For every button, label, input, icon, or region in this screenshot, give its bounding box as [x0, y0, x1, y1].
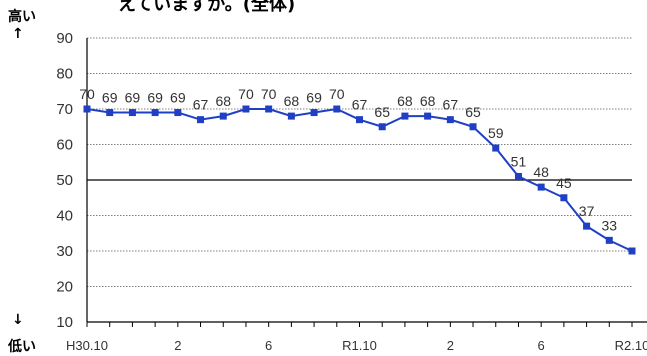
up-arrow-icon: ↑: [12, 26, 24, 42]
data-point: [310, 109, 318, 117]
x-tick-label: 2: [447, 338, 454, 353]
data-point: [356, 116, 363, 124]
data-label: 67: [193, 97, 209, 113]
data-point: [446, 116, 454, 124]
y-tick-label: 90: [56, 30, 73, 47]
data-label: 67: [443, 97, 459, 113]
data-label: 68: [215, 93, 231, 109]
data-point: [287, 112, 295, 120]
data-point: [401, 112, 409, 120]
data-label: 51: [511, 153, 527, 169]
data-point: [106, 109, 114, 117]
data-label: 37: [579, 203, 595, 219]
data-point: [219, 112, 227, 120]
y-tick-label: 20: [56, 279, 73, 296]
data-label: 70: [238, 86, 254, 102]
data-point: [197, 116, 205, 124]
y-high-label: 高い: [8, 9, 36, 25]
y-tick-label: 80: [56, 66, 73, 83]
data-point: [128, 109, 136, 117]
data-point: [469, 123, 477, 131]
x-tick-label: 6: [538, 338, 545, 353]
data-label: 69: [147, 90, 163, 106]
y-tick-label: 30: [56, 243, 73, 260]
data-point: [378, 123, 386, 131]
x-axis: H30.10 2 6 R1.10 2 6 R2.10: [66, 321, 647, 353]
y-tick-label: 10: [56, 314, 73, 331]
data-point: [492, 144, 500, 152]
x-tick-label: R2.10: [615, 338, 647, 353]
data-label: 70: [329, 86, 345, 102]
data-point: [174, 109, 182, 117]
data-point: [514, 172, 522, 180]
data-point: [424, 112, 432, 120]
y-tick-label: 40: [56, 208, 73, 225]
data-point: [537, 183, 545, 191]
y-tick-label: 60: [56, 137, 73, 154]
data-label: 69: [170, 90, 186, 106]
data-point: [242, 105, 250, 113]
x-tick-label: R1.10: [342, 338, 377, 353]
data-label: 70: [261, 86, 277, 102]
chart-title: えていますか。(全体): [118, 0, 296, 15]
data-label: 69: [306, 90, 322, 106]
y-axis-ticks: 10 20 30 40 50 60 70 80 90: [56, 30, 88, 331]
data-label: 45: [556, 175, 572, 191]
series-line: [83, 105, 636, 255]
data-label: 59: [488, 125, 504, 141]
y-tick-label: 70: [56, 101, 73, 118]
gridlines: [87, 37, 632, 287]
data-label: 33: [602, 217, 618, 233]
y-tick-label: 50: [56, 172, 73, 189]
data-label: 69: [102, 90, 118, 106]
x-tick-label: H30.10: [66, 338, 108, 353]
data-point: [605, 236, 613, 244]
data-point: [628, 247, 636, 255]
data-point: [83, 105, 91, 113]
data-label: 67: [352, 97, 368, 113]
down-arrow-icon: ↓: [12, 312, 24, 328]
data-label: 65: [374, 104, 390, 120]
data-label: 70: [79, 86, 95, 102]
x-tick-label: 2: [174, 338, 181, 353]
data-point: [583, 222, 591, 230]
data-point: [333, 105, 341, 113]
data-label: 48: [533, 164, 549, 180]
x-tick-label: 6: [265, 338, 272, 353]
data-label: 65: [465, 104, 481, 120]
data-label: 68: [397, 93, 413, 109]
data-label: 68: [420, 93, 436, 109]
data-point: [151, 109, 159, 117]
y-low-label: 低い: [8, 339, 36, 355]
data-label: 69: [125, 90, 141, 106]
data-label: 68: [284, 93, 300, 109]
data-point: [560, 194, 568, 202]
data-labels: 70 69 69 69 69 67 68 70 70 68 69 70 67 65 68 68 67 65 59 51…: [79, 86, 617, 233]
data-point: [265, 105, 273, 113]
